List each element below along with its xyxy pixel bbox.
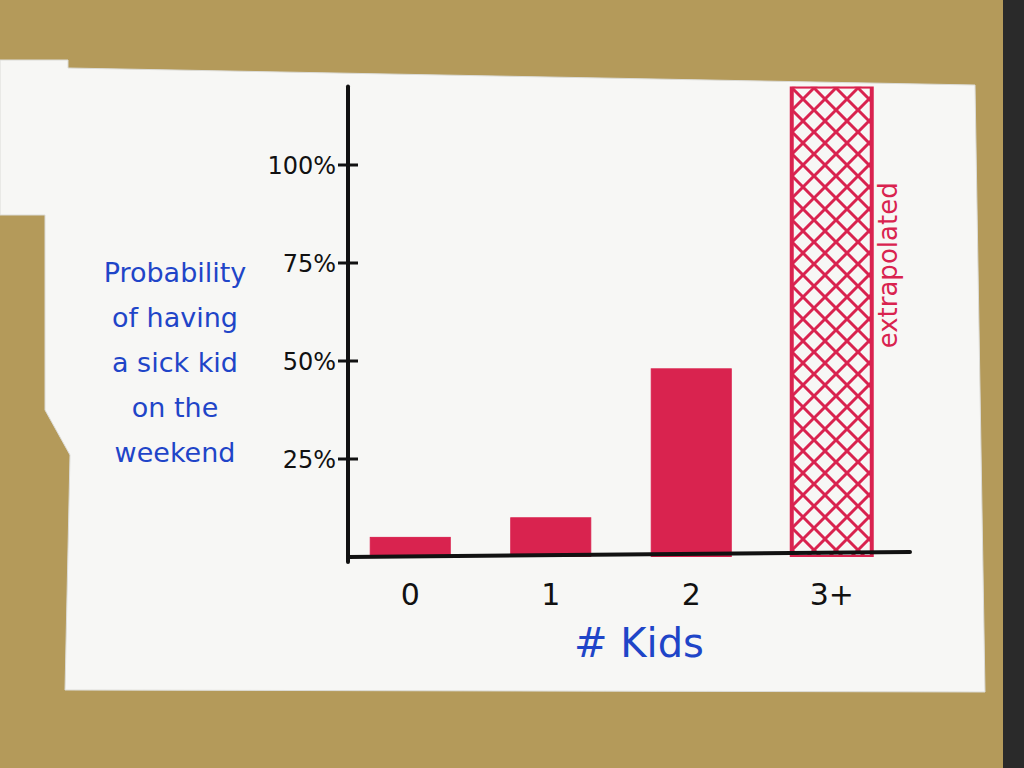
y-axis-label-line: Probability: [104, 257, 247, 288]
y-tick: [338, 164, 358, 167]
y-axis-label-line: a sick kid: [112, 347, 238, 378]
chart-svg: 25% 50% 75% 100% 0 1 2 3+ # Kids Probability of ha…: [0, 0, 1024, 768]
y-axis-label: Probability of having a sick kid on the week…: [104, 257, 247, 468]
bar: [792, 87, 872, 557]
table-edge: [1003, 0, 1024, 768]
bars: [370, 87, 872, 557]
y-tick-label: 25%: [283, 446, 336, 474]
y-tick-label: 100%: [267, 152, 336, 180]
table-background: [0, 0, 1024, 768]
y-axis: [346, 87, 350, 562]
y-tick-label: 75%: [283, 250, 336, 278]
x-axis-label: # Kids: [574, 620, 704, 666]
y-tick: [338, 360, 358, 363]
bar: [370, 537, 450, 557]
y-axis-label-line: of having: [112, 302, 238, 333]
paper: [0, 60, 985, 692]
bar: [511, 518, 591, 557]
x-tick-label: 2: [682, 577, 701, 612]
y-tick: [338, 458, 358, 461]
annotation: extrapolated: [873, 182, 903, 348]
y-axis-label-line: weekend: [115, 437, 236, 468]
y-axis-label-line: on the: [132, 392, 219, 423]
chart-root: 25% 50% 75% 100% 0 1 2 3+ # Kids Probability of ha…: [0, 0, 1024, 768]
y-tick-label: 50%: [283, 348, 336, 376]
x-tick-label: 0: [401, 577, 420, 612]
x-tick-label: 1: [541, 577, 560, 612]
bar: [651, 369, 731, 557]
y-tick: [338, 262, 358, 265]
x-axis: [348, 552, 910, 557]
x-tick-label: 3+: [810, 577, 854, 612]
